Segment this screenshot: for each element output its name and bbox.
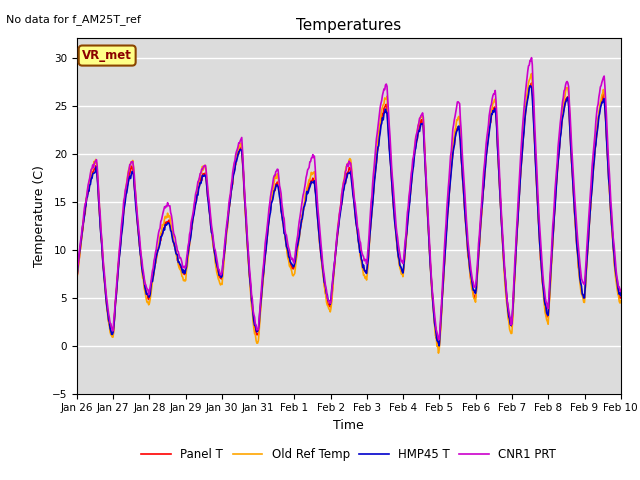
Panel T <box>415 126 422 132</box>
HMP45 T <box>223 226 230 232</box>
HMP45 T <box>194 192 202 198</box>
Line: CNR1 PRT: CNR1 PRT <box>77 58 621 340</box>
CNR1 PRT <box>435 337 443 343</box>
HMP45 T <box>435 343 443 348</box>
Old Ref Temp <box>431 323 438 329</box>
Panel T <box>431 320 438 325</box>
CNR1 PRT <box>431 313 438 319</box>
Panel T <box>617 295 625 300</box>
HMP45 T <box>431 321 438 327</box>
Old Ref Temp <box>139 275 147 281</box>
CNR1 PRT <box>139 264 147 270</box>
CNR1 PRT <box>617 287 625 293</box>
CNR1 PRT <box>415 120 422 126</box>
Old Ref Temp <box>528 71 536 76</box>
Old Ref Temp <box>73 279 81 285</box>
Panel T <box>528 80 536 86</box>
Panel T <box>435 343 443 348</box>
Panel T <box>223 228 230 233</box>
CNR1 PRT <box>223 222 230 228</box>
HMP45 T <box>526 83 534 89</box>
Old Ref Temp <box>415 120 422 126</box>
Title: Temperatures: Temperatures <box>296 18 401 33</box>
Line: Panel T: Panel T <box>77 83 621 346</box>
Panel T <box>194 189 202 194</box>
Panel T <box>73 274 81 280</box>
Y-axis label: Temperature (C): Temperature (C) <box>33 165 46 267</box>
CNR1 PRT <box>194 179 202 185</box>
CNR1 PRT <box>528 55 536 60</box>
HMP45 T <box>83 195 90 201</box>
Panel T <box>139 269 147 275</box>
X-axis label: Time: Time <box>333 419 364 432</box>
Old Ref Temp <box>223 230 230 236</box>
Line: Old Ref Temp: Old Ref Temp <box>77 73 621 353</box>
Legend: Panel T, Old Ref Temp, HMP45 T, CNR1 PRT: Panel T, Old Ref Temp, HMP45 T, CNR1 PRT <box>137 444 561 466</box>
Panel T <box>83 195 90 201</box>
HMP45 T <box>73 275 81 280</box>
Text: No data for f_AM25T_ref: No data for f_AM25T_ref <box>6 14 141 25</box>
Text: VR_met: VR_met <box>82 49 132 62</box>
Old Ref Temp <box>435 350 442 356</box>
CNR1 PRT <box>73 275 81 281</box>
HMP45 T <box>415 128 422 133</box>
Line: HMP45 T: HMP45 T <box>77 86 621 346</box>
HMP45 T <box>617 293 625 299</box>
Old Ref Temp <box>617 298 625 303</box>
Old Ref Temp <box>194 181 202 187</box>
HMP45 T <box>139 270 147 276</box>
CNR1 PRT <box>83 193 90 199</box>
Old Ref Temp <box>83 194 90 200</box>
